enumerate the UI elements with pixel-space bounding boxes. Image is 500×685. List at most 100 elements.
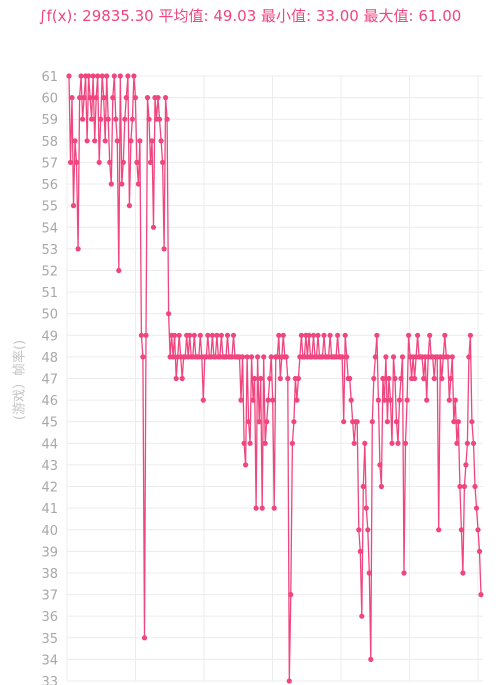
data-point [205,332,211,338]
data-point [150,224,157,230]
y-tick-label: 54 [41,221,58,236]
y-tick-label: 38 [41,567,58,582]
data-point [439,375,445,382]
data-point [464,440,470,446]
data-point [458,527,464,533]
y-tick-label: 34 [41,653,58,668]
data-point [255,354,261,360]
data-point [200,397,206,403]
data-point [298,332,304,338]
data-point [452,397,458,403]
data-point [341,419,347,425]
data-point [90,73,96,79]
data-point [393,419,400,425]
data-point [368,656,374,663]
data-point [386,375,392,382]
y-tick-label: 59 [41,113,58,128]
data-point [214,332,220,338]
data-point [457,483,463,490]
data-point [467,332,473,338]
data-point [389,440,395,446]
data-point [449,354,455,360]
data-point [454,440,460,446]
data-point [86,73,92,79]
data-point [259,505,265,511]
data-point [172,332,178,338]
y-tick-label: 49 [41,329,58,344]
data-point [354,419,360,425]
y-tick-label: 51 [41,286,58,301]
y-tick-label: 53 [41,243,58,258]
data-point [173,375,179,382]
data-point [144,95,151,101]
data-point [271,505,277,511]
y-tick-label: 33 [41,675,58,685]
y-tick-label: 52 [41,264,58,279]
y-tick-label: 46 [41,394,58,409]
data-point [402,440,409,446]
data-point [93,95,99,101]
data-point [95,73,101,79]
data-point [252,375,258,382]
data-point [253,505,259,511]
data-point [274,354,280,360]
data-point [415,332,421,338]
data-point [126,203,132,209]
data-point [267,375,273,382]
series-frame-rate [66,73,484,684]
data-point [427,332,433,338]
y-tick-label: 56 [41,178,58,193]
y-axis-ticks: 33 34 35 36 37 38 39 40 41 42 43 44 45 46 47 48 49 50 51 52… [41,70,58,685]
data-point [141,635,148,641]
data-point [412,375,418,382]
data-point [348,397,354,403]
data-point [258,375,264,382]
data-point [357,548,363,555]
data-point [344,354,350,360]
data-point [166,311,172,317]
data-point [244,354,250,360]
data-point [262,440,268,446]
data-point [347,375,353,382]
data-point [445,354,451,360]
y-tick-label: 36 [41,610,58,625]
data-point [241,440,247,446]
data-point [280,332,286,338]
data-point [268,354,274,360]
data-point [163,95,169,101]
data-point [247,440,253,446]
data-point [117,73,123,79]
data-point [73,159,80,165]
data-point [264,419,270,425]
data-point [119,181,125,187]
data-point [351,440,357,446]
data-point [98,116,104,122]
data-point [451,419,457,425]
data-point [374,332,380,338]
data-point [238,397,244,403]
data-point [246,419,252,425]
data-point [114,138,120,144]
y-tick-label: 50 [41,308,58,323]
data-point [463,462,469,468]
y-tick-label: 58 [41,135,58,150]
data-point [436,527,442,533]
data-point [129,116,135,122]
data-point [377,462,383,468]
data-point [448,375,454,382]
data-point [387,397,394,403]
data-point [111,73,117,79]
data-point [75,246,81,252]
data-point [469,419,475,425]
data-point [404,397,410,403]
data-point [362,440,368,446]
data-point [132,95,138,101]
data-point [460,570,466,576]
data-point [149,138,155,144]
data-point [67,159,74,165]
data-point [473,505,480,511]
data-point [291,419,297,425]
chart-stats-header: ∫f(x): 29835.30 平均值: 49.03 最小值: 33.00 最大… [38,7,462,25]
data-point [123,95,129,101]
data-point [265,397,271,403]
